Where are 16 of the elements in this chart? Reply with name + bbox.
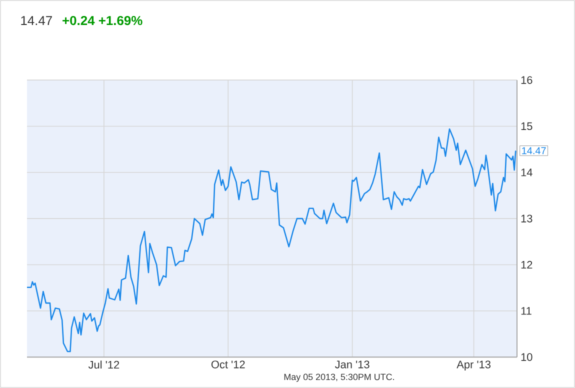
x-tick-label: Apr '13 — [456, 360, 491, 371]
x-tick-label: Jul '12 — [88, 360, 120, 369]
x-tick-label: Oct '12 — [211, 360, 245, 368]
y-tick-label: 14 — [521, 168, 532, 176]
y-tick-label: 13 — [521, 214, 532, 222]
chart-subtitle: +0.24 +1.69% — [62, 16, 142, 26]
y-tick-label: 12 — [521, 260, 532, 269]
line-series — [26, 128, 516, 352]
y-tick-label: 15 — [521, 122, 532, 130]
text: May 05 2013, 5:30PM UTC. — [284, 374, 394, 382]
chart-title: 14.47 — [21, 16, 52, 25]
y-tick-label: 11 — [521, 307, 532, 315]
y-tick-label: 10 — [521, 353, 532, 361]
x-tick-label: Jan '13 — [334, 360, 370, 368]
y-tick-label: 16 — [521, 76, 532, 84]
annotation: 14.47 — [522, 147, 546, 154]
